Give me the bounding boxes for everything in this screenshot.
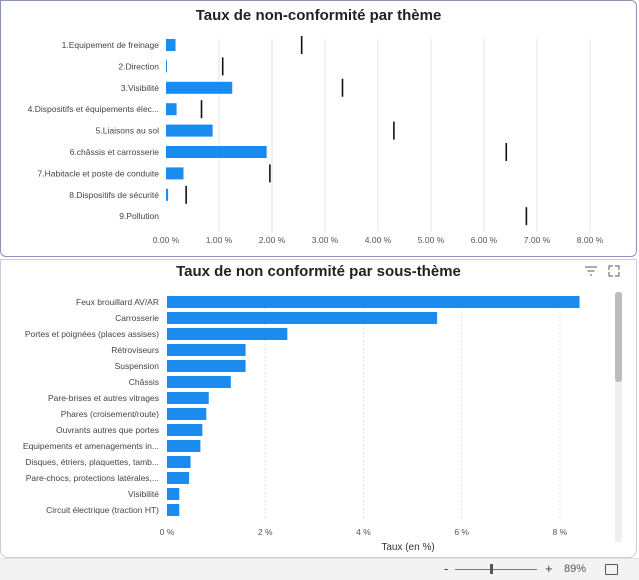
category-label: Equipements et amenagements in... [23, 441, 159, 451]
bar [167, 376, 231, 388]
x-tick-label: 2.00 % [259, 235, 286, 245]
category-label: Carrosserie [115, 313, 159, 323]
bar-chart-theme: 0.00 % 1.00 % 2.00 % 3.00 % 4.00 % 5.00 % 6.00… [28, 36, 604, 245]
expand-icon[interactable] [607, 264, 621, 278]
x-tick-label: 5.00 % [418, 235, 445, 245]
category-label: 5.Liaisons au sol [96, 126, 159, 136]
bar [166, 81, 233, 94]
category-label: 1.Equipement de freinage [62, 40, 160, 50]
filter-icon[interactable] [584, 264, 598, 278]
bar [166, 146, 267, 158]
chart-title-theme: Taux de non-conformité par thème [195, 7, 442, 24]
bar [167, 408, 207, 420]
bar [167, 344, 246, 356]
zoom-out-button[interactable]: - [444, 561, 449, 576]
bar [166, 39, 176, 51]
bar [167, 312, 438, 324]
x-tick-label: 7.00 % [524, 235, 551, 245]
x-tick-label: 6.00 % [471, 235, 498, 245]
x-axis-title: Taux (en %) [381, 542, 434, 553]
category-label: 8.Dispositifs de sécurité [69, 190, 159, 200]
bar-chart-subtheme: 0 % 2 % 4 % 6 % 8 % Feux brouillard AV/AR Carr… [23, 296, 580, 553]
category-label: 6.châssis et carrosserie [70, 147, 160, 157]
bar [167, 488, 180, 500]
category-label: 4.Dispositifs et équipements élec... [28, 104, 159, 114]
bar [167, 504, 180, 516]
bar [167, 296, 580, 308]
zoom-slider[interactable] [455, 569, 537, 570]
x-tick-label: 2 % [258, 527, 273, 537]
category-label: 3.Visibilité [121, 83, 159, 93]
bar [167, 472, 190, 484]
x-tick-label: 0 % [160, 527, 175, 537]
bar [167, 424, 203, 436]
category-label: Rétroviseurs [111, 345, 159, 355]
bar [166, 124, 213, 137]
x-tick-label: 4.00 % [365, 235, 392, 245]
x-tick-label: 8.00 % [577, 235, 604, 245]
category-label: Disques, étriers, plaquettes, tamb... [25, 457, 159, 467]
category-label: Circuit électrique (traction HT) [46, 505, 159, 515]
fit-page-icon[interactable] [605, 564, 618, 575]
x-tick-label: 1.00 % [206, 235, 233, 245]
x-tick-label: 3.00 % [312, 235, 339, 245]
category-label: Portes et poignées (places assises) [25, 329, 159, 339]
x-tick-label: 4 % [356, 527, 371, 537]
bar [167, 456, 191, 468]
category-label: Pare-brises et autres vitrages [48, 393, 159, 403]
zoom-level: 89% [564, 563, 587, 575]
bar [167, 360, 246, 372]
category-label: Pare-chocs, protections latérales,... [26, 473, 159, 483]
category-label: 9.Pollution [119, 211, 159, 221]
category-label: Ouvrants autres que portes [56, 425, 159, 435]
category-label: Feux brouillard AV/AR [76, 297, 159, 307]
zoom-in-button[interactable]: + [545, 561, 553, 576]
category-label: 7.Habitacle et poste de conduite [38, 168, 160, 178]
bar [166, 188, 169, 201]
bar [166, 103, 177, 116]
zoom-slider-thumb[interactable] [490, 564, 493, 574]
x-tick-label: 6 % [454, 527, 469, 537]
status-bar: - + 89% [0, 558, 639, 580]
bar [167, 328, 288, 340]
bar [167, 392, 209, 404]
chart-scrollbar[interactable] [615, 292, 622, 542]
bar [166, 167, 184, 180]
chart-panel-subtheme: Taux de non conformité par sous-thème 0 … [0, 259, 637, 558]
x-tick-label: 8 % [553, 527, 568, 537]
category-label: 2.Direction [118, 61, 159, 71]
bar [166, 60, 168, 73]
category-label: Visibilité [128, 489, 159, 499]
x-tick-label: 0.00 % [153, 235, 180, 245]
chart-title-subtheme: Taux de non conformité par sous-thème [176, 263, 461, 280]
category-label: Phares (croisement/route) [61, 409, 159, 419]
category-label: Châssis [129, 377, 159, 387]
bar [167, 440, 201, 452]
chart-panel-theme: Taux de non-conformité par thème 0.00 % 1… [0, 0, 637, 257]
category-label: Suspension [115, 361, 160, 371]
chart-scrollbar-thumb[interactable] [615, 292, 622, 382]
